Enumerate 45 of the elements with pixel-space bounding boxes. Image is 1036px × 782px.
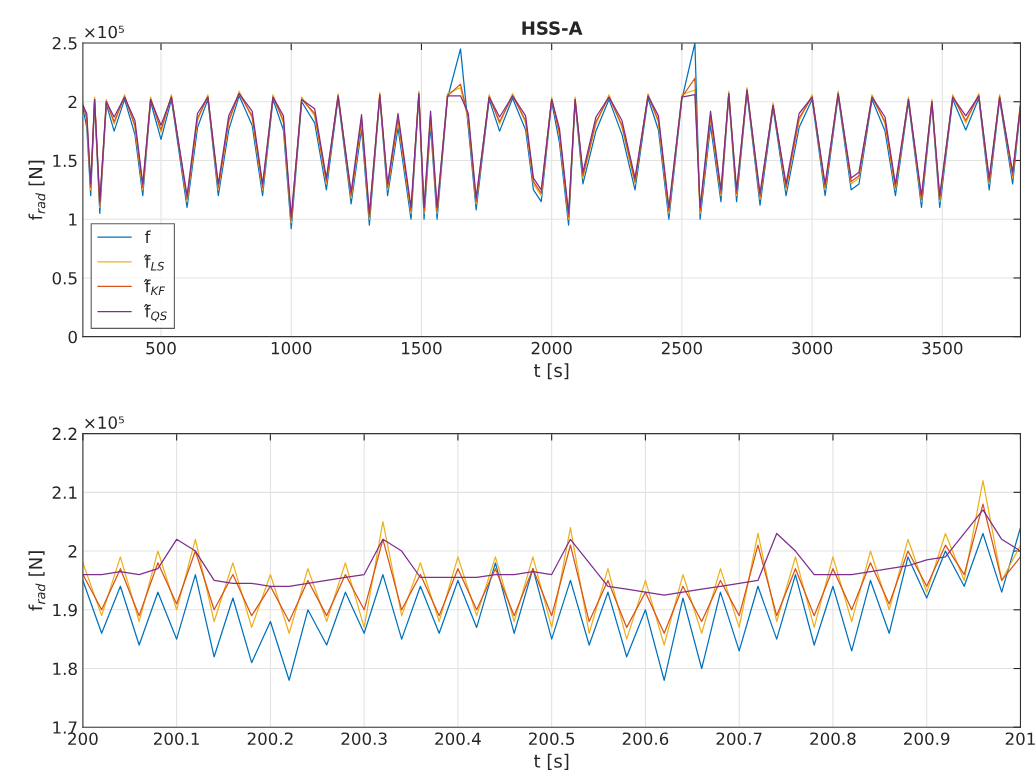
x-tick-label: 200.6	[622, 732, 669, 746]
x-tick-label: 200.7	[716, 732, 762, 746]
line-series	[82, 503, 1021, 634]
x-tick-label: 200.9	[904, 732, 950, 746]
x-tick-label: 1500	[402, 341, 442, 355]
legend-label: f̂$_{KF}$	[143, 278, 166, 295]
line-series	[82, 509, 1021, 596]
x-axis-title: t [s]	[534, 363, 569, 380]
x-tick-label: 1000	[271, 341, 312, 355]
x-tick-label: 200.3	[341, 732, 387, 746]
y-tick-label: 1.8	[53, 662, 77, 676]
y-tick-label: 2.5	[52, 36, 77, 50]
y-axis-title: f$_{rad}$ [N]	[28, 160, 46, 221]
y-tick-label: 1.9	[53, 603, 77, 617]
legend-label: f	[144, 230, 151, 244]
line-series	[82, 526, 1021, 681]
y-tick-label: 2	[68, 95, 77, 109]
y-tick-label: 0.5	[52, 271, 77, 285]
x-tick-label: 200.5	[529, 732, 575, 746]
x-axis-title: t [s]	[534, 753, 569, 770]
y-tick-label: 2.1	[52, 486, 77, 499]
y-tick-label: 0	[68, 330, 77, 344]
x-tick-label: 200	[68, 732, 98, 746]
y-tick-label: 2	[68, 545, 77, 558]
text: ×10⁵	[85, 25, 124, 39]
x-tick-label: 2500	[661, 341, 702, 355]
legend-label: f̂$_{LS}$	[143, 254, 165, 271]
chart-title: HSS-A	[522, 21, 583, 35]
legend-label: f̂$_{QS}$	[143, 304, 167, 322]
y-tick-label: 1	[69, 213, 77, 226]
line-series	[82, 479, 1021, 646]
x-tick-label: 2000	[531, 341, 572, 355]
x-tick-label: 200.8	[810, 732, 856, 746]
y-axis-title: f$_{rad}$ [N]	[28, 551, 46, 611]
x-tick-label: 200.2	[247, 732, 293, 746]
y-tick-label: 1.5	[53, 154, 77, 168]
text: ×10⁵	[85, 416, 124, 429]
x-tick-label: 500	[146, 341, 176, 355]
x-tick-label: 3000	[792, 341, 833, 355]
y-tick-label: 1.7	[53, 721, 77, 734]
x-tick-label: 200.4	[435, 732, 481, 746]
x-tick-label: 201	[1005, 732, 1035, 746]
y-tick-label: 2.2	[52, 427, 77, 440]
x-tick-label: 3500	[922, 341, 963, 355]
x-tick-label: 200.1	[154, 732, 199, 746]
